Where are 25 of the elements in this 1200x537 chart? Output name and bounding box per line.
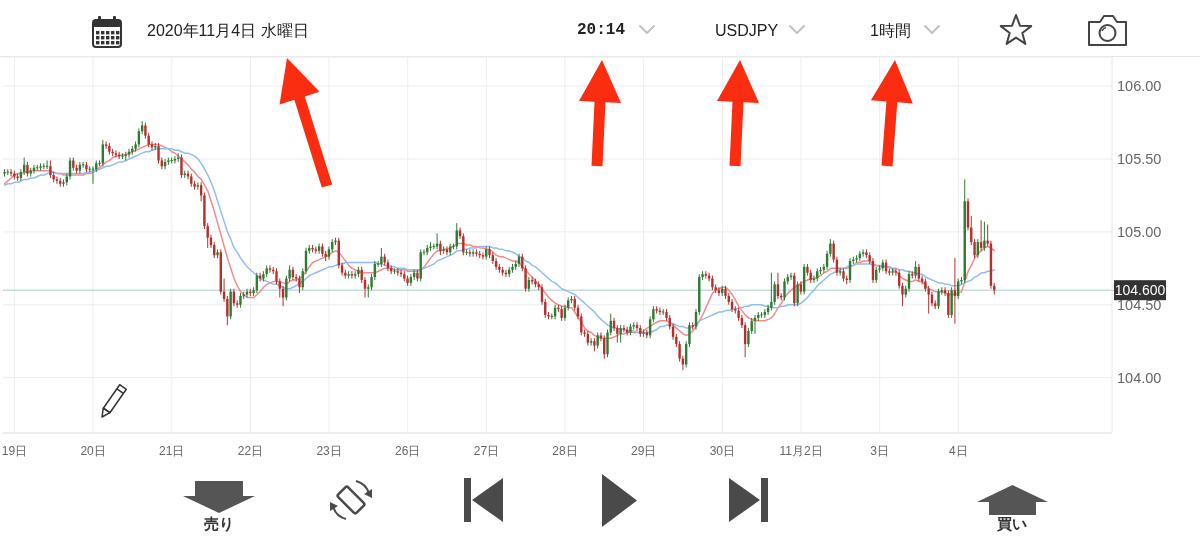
x-tick-label: 22日 bbox=[237, 444, 264, 458]
x-tick-label: 27日 bbox=[473, 444, 500, 458]
ref-line-label: 104.600 bbox=[1114, 282, 1166, 299]
text: 買い bbox=[997, 514, 1027, 533]
y-tick-label: 105.50 bbox=[1117, 151, 1162, 168]
text: 20:14 bbox=[577, 21, 626, 40]
text: USDJPY bbox=[715, 22, 779, 40]
y-tick-label: 104.50 bbox=[1117, 296, 1162, 313]
x-tick-label: 20日 bbox=[80, 444, 106, 458]
y-tick-label: 105.00 bbox=[1117, 224, 1162, 241]
x-tick-label: 19日 bbox=[1, 444, 28, 458]
text: 1時間 bbox=[870, 22, 911, 40]
x-tick-label: 26日 bbox=[395, 444, 421, 458]
text: 売り bbox=[204, 514, 234, 533]
text: 2020年11月4日 水曜日 bbox=[147, 22, 309, 40]
y-tick-label: 104.00 bbox=[1117, 369, 1162, 386]
x-tick-label: 30日 bbox=[709, 444, 736, 458]
x-tick-label: 23日 bbox=[316, 444, 342, 458]
y-tick-label: 106.00 bbox=[1117, 78, 1162, 95]
x-tick-label: 28日 bbox=[552, 444, 578, 458]
x-tick-label: 21日 bbox=[159, 444, 185, 458]
x-tick-label: 4日 bbox=[948, 444, 968, 458]
x-tick-label: 29日 bbox=[631, 444, 657, 458]
x-tick-label: 3日 bbox=[870, 444, 889, 458]
x-tick-label: 11月2日 bbox=[779, 444, 823, 458]
